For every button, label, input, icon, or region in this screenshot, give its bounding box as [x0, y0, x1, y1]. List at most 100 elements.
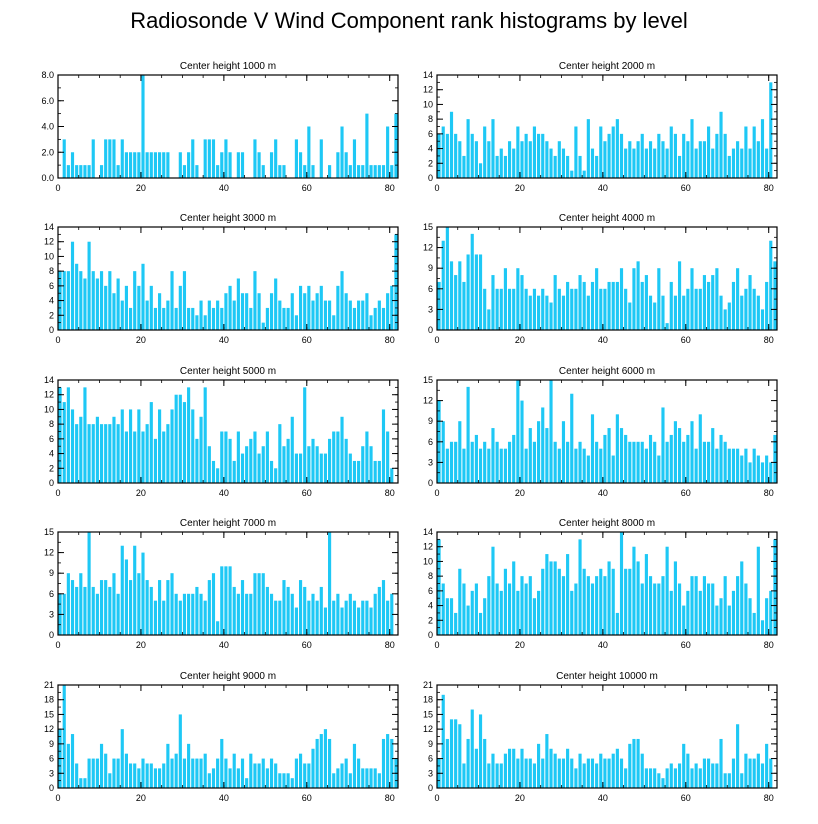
bar — [698, 590, 702, 635]
bar — [723, 773, 727, 788]
bar — [715, 268, 719, 330]
bar — [216, 621, 220, 635]
bar — [756, 455, 760, 483]
bar — [673, 561, 677, 635]
y-tick-label: 0 — [428, 325, 433, 335]
bar — [390, 738, 394, 788]
y-tick-label: 8 — [428, 571, 433, 581]
x-tick-label: 20 — [136, 793, 146, 803]
bar — [528, 141, 532, 178]
bar — [394, 113, 398, 178]
bar — [79, 416, 83, 483]
bar — [648, 576, 653, 635]
bar — [178, 394, 182, 483]
bar — [765, 455, 769, 483]
bar — [224, 139, 228, 178]
bar — [282, 165, 286, 178]
bar — [495, 583, 499, 635]
y-tick-label: 3 — [428, 457, 433, 467]
x-tick-label: 40 — [598, 335, 608, 345]
bar — [187, 593, 191, 635]
bar — [458, 568, 462, 635]
bar — [137, 152, 141, 178]
bar — [128, 580, 133, 635]
panel-title: Center height 4000 m — [559, 213, 655, 224]
bar — [566, 554, 570, 635]
y-tick-label: 14 — [44, 375, 54, 385]
bar — [269, 460, 274, 483]
bar — [191, 139, 195, 178]
bar — [153, 307, 158, 330]
y-tick-label: 14 — [423, 70, 433, 80]
bar — [491, 275, 495, 330]
bar — [336, 431, 340, 483]
bar — [653, 583, 657, 635]
bar — [386, 734, 390, 788]
bar — [632, 268, 636, 330]
y-tick-label: 4 — [49, 296, 54, 306]
y-tick-label: 21 — [44, 680, 54, 690]
bar — [104, 753, 108, 788]
bar — [174, 753, 178, 788]
bar — [537, 133, 541, 178]
bar — [661, 407, 665, 483]
x-tick-label: 60 — [302, 488, 312, 498]
bar — [740, 561, 744, 635]
bar — [491, 428, 495, 483]
bar — [303, 763, 307, 788]
bar — [686, 753, 690, 788]
bar — [731, 590, 736, 635]
bar — [170, 573, 174, 635]
bar — [328, 438, 332, 483]
bar — [361, 165, 365, 178]
x-tick-label: 20 — [515, 335, 525, 345]
bar — [503, 268, 507, 330]
x-tick-label: 0 — [55, 488, 60, 498]
bar — [323, 300, 328, 330]
bar — [99, 580, 104, 635]
bar — [319, 285, 323, 330]
bar — [369, 165, 373, 178]
bar — [104, 580, 108, 635]
bar — [216, 165, 220, 178]
bar — [727, 605, 731, 635]
bar — [682, 133, 686, 178]
bar — [624, 434, 628, 483]
y-tick-label: 0 — [49, 630, 54, 640]
bar — [628, 302, 632, 330]
bar — [62, 593, 66, 635]
bar — [128, 763, 133, 788]
bar — [236, 431, 240, 483]
bar — [549, 748, 553, 788]
x-tick-label: 80 — [764, 488, 774, 498]
bar — [607, 133, 611, 178]
bar — [357, 758, 361, 788]
bar — [182, 271, 187, 330]
bar — [365, 768, 369, 788]
bar — [390, 165, 394, 178]
bar — [715, 133, 719, 178]
bar — [731, 448, 736, 483]
y-tick-label: 0 — [49, 783, 54, 793]
bar — [665, 768, 669, 788]
bar — [624, 768, 628, 788]
bar — [744, 126, 748, 178]
y-tick-label: 12 — [44, 548, 54, 558]
bar — [137, 285, 141, 330]
bar — [70, 241, 75, 330]
bar — [220, 152, 224, 178]
bar — [607, 281, 611, 330]
bar — [690, 576, 694, 635]
bar — [578, 275, 582, 330]
bar — [220, 307, 224, 330]
bar — [108, 139, 112, 178]
bar — [570, 590, 574, 635]
bar — [445, 227, 449, 330]
bar — [454, 133, 458, 178]
bar — [282, 446, 286, 483]
bar — [487, 141, 491, 178]
bar — [249, 438, 253, 483]
bar — [274, 763, 278, 788]
bar — [182, 593, 187, 635]
bar — [182, 402, 187, 483]
